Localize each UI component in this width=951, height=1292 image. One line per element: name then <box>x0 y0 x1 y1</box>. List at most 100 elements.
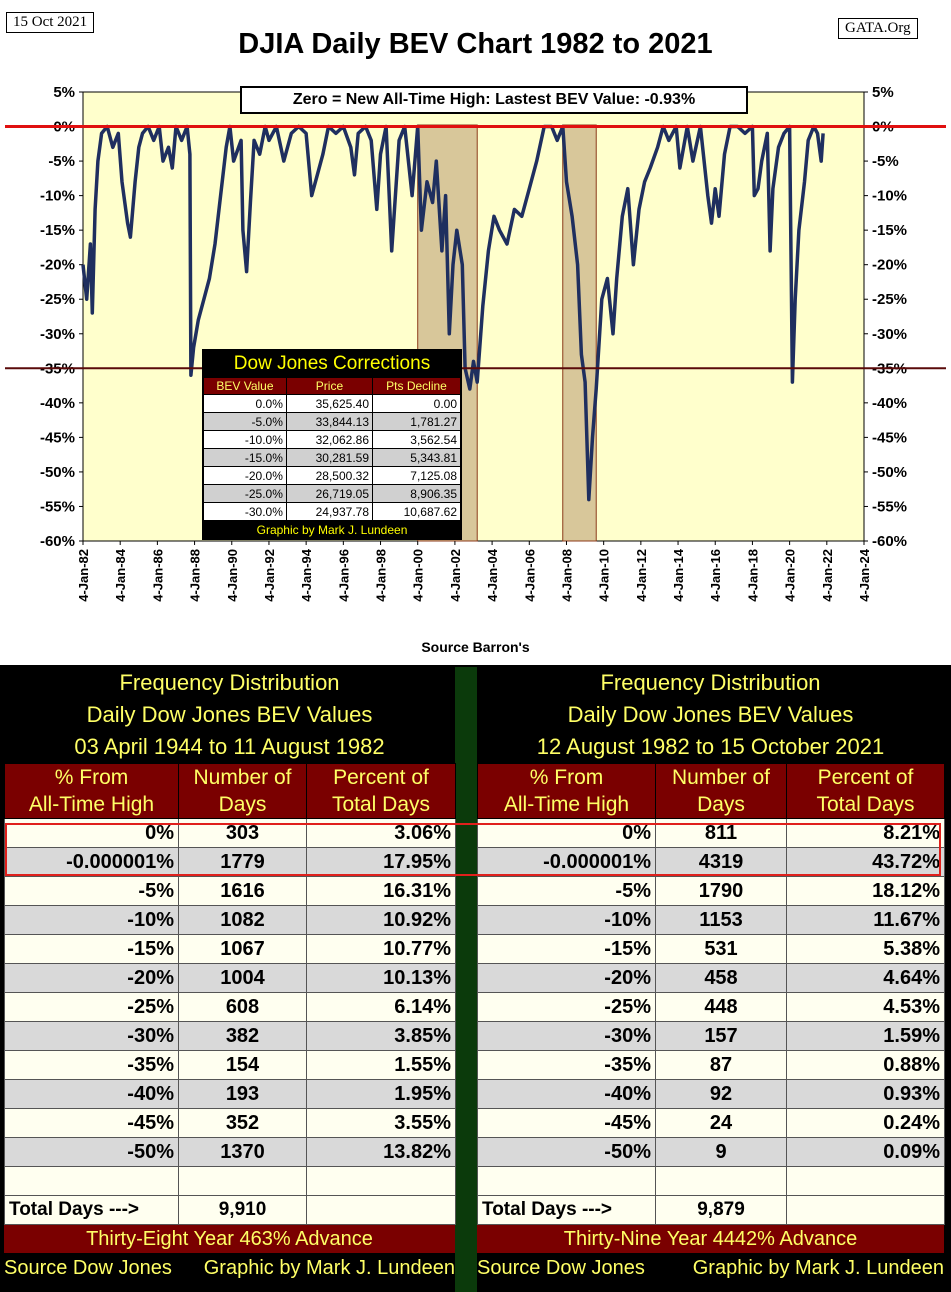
y-tick-label: -5% <box>872 153 899 170</box>
y-tick-label: -50% <box>872 464 907 481</box>
corrections-cell: 28,500.32 <box>285 466 374 485</box>
right-table-cell: -10% <box>477 905 656 935</box>
right-table-cell: -40% <box>477 1079 656 1109</box>
chart-banner: Zero = New All-Time High: Lastest BEV Va… <box>240 86 748 114</box>
right-col-header-days: Number of Days <box>655 763 787 819</box>
left-table-row: -0.000001% 1779 17.95% <box>4 847 456 877</box>
y-tick-label: -25% <box>40 291 75 308</box>
right-table-cell: 4319 <box>655 847 787 877</box>
bev-series-line <box>81 124 825 502</box>
left-table-row: -15% 1067 10.77% <box>4 934 456 964</box>
y-tick-label: -20% <box>872 257 907 274</box>
y-tick-label: -45% <box>40 429 75 446</box>
corrections-cell: -20.0% <box>203 466 287 485</box>
left-table-row: -45% 352 3.55% <box>4 1108 456 1138</box>
right-table-cell: 92 <box>655 1079 787 1109</box>
right-table-cell: -50% <box>477 1137 656 1167</box>
right-table-row: -50% 9 0.09% <box>477 1137 945 1167</box>
corrections-header: Price <box>285 377 374 395</box>
right-table-row: -0.000001% 4319 43.72% <box>477 847 945 877</box>
left-table-cell: 193 <box>178 1079 307 1109</box>
corrections-cell: 32,062.86 <box>285 430 374 449</box>
left-total-value: 9,910 <box>178 1195 307 1225</box>
left-total-row: Total Days ---> 9,910 <box>4 1195 456 1225</box>
left-table-cell: 1616 <box>178 876 307 906</box>
y-tick-label: -55% <box>872 498 907 515</box>
right-table-cell: 87 <box>655 1050 787 1080</box>
date-stamp: 15 Oct 2021 <box>6 12 95 33</box>
left-table-cell: 382 <box>178 1021 307 1051</box>
left-table-cell: 16.31% <box>306 876 456 906</box>
right-table-cell: -0.000001% <box>477 847 656 877</box>
left-table-cell: -30% <box>4 1021 179 1051</box>
right-table-cell: -45% <box>477 1108 656 1138</box>
y-tick-label: -10% <box>40 188 75 205</box>
right-total-blank <box>786 1195 945 1225</box>
x-tick-label: 4-Jan-10 <box>597 549 612 602</box>
right-title-1: Frequency Distribution <box>600 670 821 695</box>
y-tick-label: -55% <box>40 498 75 515</box>
right-blank-row <box>477 1166 945 1196</box>
corrections-cell: 26,719.05 <box>285 484 374 503</box>
corrections-cell: 0.00 <box>372 394 461 413</box>
corrections-row: -25.0% 26,719.05 8,906.35 <box>203 484 461 503</box>
right-table-cell: -20% <box>477 963 656 993</box>
left-table-row: -35% 154 1.55% <box>4 1050 456 1080</box>
corrections-row: -10.0% 32,062.86 3,562.54 <box>203 430 461 449</box>
right-blank-cell <box>786 1166 945 1196</box>
x-tick-label: 4-Jan-92 <box>262 549 277 602</box>
x-tick-label: 4-Jan-98 <box>374 549 389 602</box>
left-table-cell: 3.85% <box>306 1021 456 1051</box>
right-footer: Source Dow Jones Graphic by Mark J. Lund… <box>477 1253 944 1283</box>
right-table-row: 0% 811 8.21% <box>477 818 945 848</box>
right-advance: Thirty-Nine Year 4442% Advance <box>477 1225 944 1253</box>
right-title-2: Daily Dow Jones BEV Values <box>567 702 854 727</box>
corrections-cell: 35,625.40 <box>285 394 374 413</box>
corrections-cell: -10.0% <box>203 430 287 449</box>
left-blank-cell <box>4 1166 179 1196</box>
x-tick-label: 4-Jan-84 <box>113 548 128 602</box>
left-table-cell: 3.06% <box>306 818 456 848</box>
left-table-cell: 1370 <box>178 1137 307 1167</box>
y-tick-label: -25% <box>872 291 907 308</box>
left-total-blank <box>306 1195 456 1225</box>
left-table-cell: 6.14% <box>306 992 456 1022</box>
right-table-row: -25% 448 4.53% <box>477 992 945 1022</box>
left-blank-cell <box>178 1166 307 1196</box>
left-table-cell: -40% <box>4 1079 179 1109</box>
right-table-cell: -5% <box>477 876 656 906</box>
right-table-cell: 4.64% <box>786 963 945 993</box>
right-table-row: -40% 92 0.93% <box>477 1079 945 1109</box>
corrections-cell: 5,343.81 <box>372 448 461 467</box>
left-blank-row <box>4 1166 456 1196</box>
corrections-row: -5.0% 33,844.13 1,781.27 <box>203 412 461 431</box>
x-tick-label: 4-Jan-24 <box>857 548 872 602</box>
right-table-cell: 5.38% <box>786 934 945 964</box>
left-footer-source: Source Dow Jones <box>4 1257 172 1279</box>
y-tick-label: -30% <box>872 326 907 343</box>
right-table-cell: 811 <box>655 818 787 848</box>
chart-panel: 5% 5% 0% 0% -5% -5% -10% -10% -15% -15% -20% -20% -2… <box>0 0 951 665</box>
right-table-cell: -15% <box>477 934 656 964</box>
right-table-cell: 11.67% <box>786 905 945 935</box>
x-tick-label: 4-Jan-02 <box>448 549 463 602</box>
left-footer: Source Dow Jones Graphic by Mark J. Lund… <box>4 1253 455 1283</box>
left-table-row: -25% 608 6.14% <box>4 992 456 1022</box>
left-table-cell: 303 <box>178 818 307 848</box>
left-table-cell: 1.55% <box>306 1050 456 1080</box>
right-table-row: -45% 24 0.24% <box>477 1108 945 1138</box>
left-table-row: -50% 1370 13.82% <box>4 1137 456 1167</box>
left-table-cell: -15% <box>4 934 179 964</box>
left-advance: Thirty-Eight Year 463% Advance <box>4 1225 455 1253</box>
left-col-header-days: Number of Days <box>178 763 307 819</box>
left-table-cell: 0% <box>4 818 179 848</box>
right-table-row: -10% 1153 11.67% <box>477 905 945 935</box>
right-table-row: -35% 87 0.88% <box>477 1050 945 1080</box>
table-divider <box>455 667 477 1292</box>
right-frequency-table: Frequency Distribution Daily Dow Jones B… <box>477 667 945 1283</box>
right-table-cell: 4.53% <box>786 992 945 1022</box>
left-title-1: Frequency Distribution <box>119 670 340 695</box>
right-table-cell: 8.21% <box>786 818 945 848</box>
right-table-row: -5% 1790 18.12% <box>477 876 945 906</box>
y-tick-label: -30% <box>40 326 75 343</box>
